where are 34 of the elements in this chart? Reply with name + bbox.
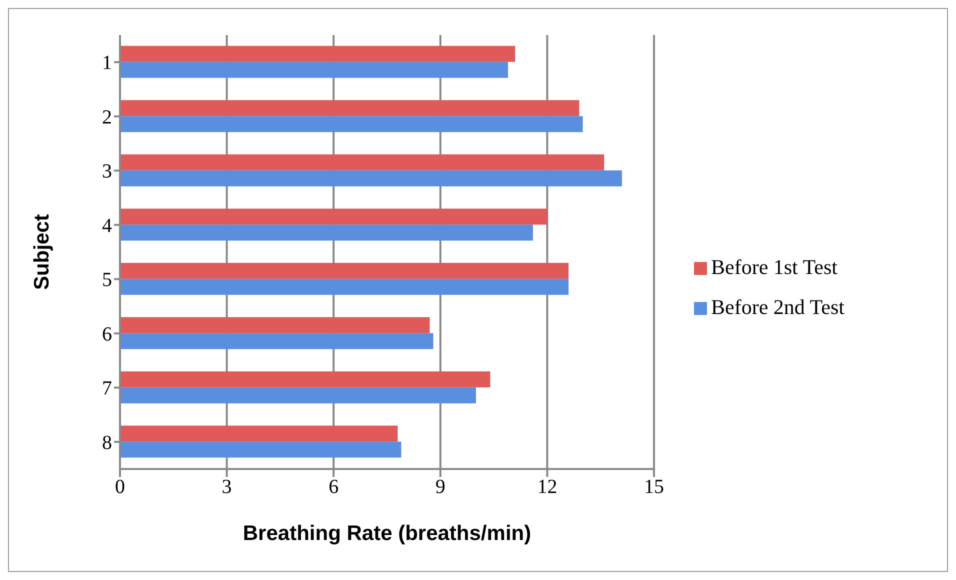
bar (120, 262, 569, 279)
bar (120, 333, 434, 350)
bar (120, 387, 476, 404)
bar (120, 62, 508, 78)
y-axis-title: Subject (30, 214, 54, 290)
x-tick-label: 9 (435, 476, 446, 498)
y-tick-label: 4 (102, 214, 112, 237)
x-axis-title: Breathing Rate (breaths/min) (242, 522, 532, 545)
x-tick-label: 12 (537, 476, 558, 498)
y-tick-label: 1 (102, 52, 112, 74)
y-tick-label: 7 (102, 378, 112, 400)
legend-label: Before 2nd Test (711, 294, 844, 318)
bar (120, 371, 490, 388)
y-tick-label: 3 (102, 160, 112, 183)
y-tick-label: 6 (102, 323, 112, 346)
x-tick-label: 15 (644, 476, 664, 498)
bar (120, 170, 622, 186)
legend-label: Before 1st Test (711, 254, 838, 278)
bar (120, 46, 516, 62)
y-tick-label: 2 (102, 106, 112, 128)
bar (120, 317, 430, 334)
bar (120, 154, 604, 170)
bar (120, 278, 569, 295)
bar (120, 426, 398, 442)
x-tick-label: 0 (115, 476, 125, 498)
bar (120, 442, 402, 458)
x-tick-label: 3 (222, 476, 232, 498)
bar (120, 116, 583, 132)
y-tick-label: 8 (102, 432, 112, 454)
x-tick-label: 6 (328, 476, 339, 498)
bar (120, 100, 580, 116)
bar (120, 224, 533, 241)
y-tick-label: 5 (102, 269, 112, 292)
bar (120, 208, 548, 225)
